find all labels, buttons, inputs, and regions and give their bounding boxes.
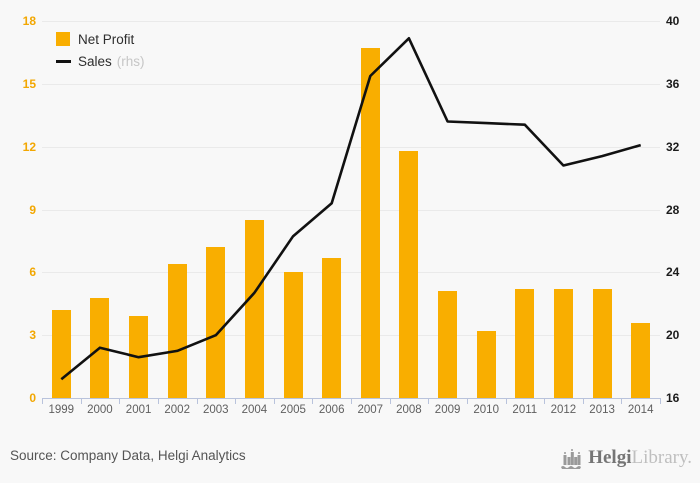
year-label-2006: 2006 xyxy=(318,404,345,416)
year-label-2013: 2013 xyxy=(589,404,615,416)
net-profit-bar-2006 xyxy=(322,257,342,398)
year-label-2008: 2008 xyxy=(396,404,422,416)
right-axis-label-28: 28 xyxy=(666,202,680,217)
x-tick-13 xyxy=(544,398,546,404)
right-axis-label-32: 32 xyxy=(666,139,680,154)
left-axis-label-12: 12 xyxy=(22,139,36,154)
gridline-18 xyxy=(42,21,660,22)
x-tick-15 xyxy=(621,398,623,404)
net-profit-bar-2013 xyxy=(592,289,612,398)
left-axis-label-3: 3 xyxy=(29,328,36,343)
gridline-12 xyxy=(42,146,660,148)
net-profit-bar-2014 xyxy=(631,322,651,398)
x-tick-11 xyxy=(466,398,468,404)
x-tick-9 xyxy=(389,398,391,404)
net-profit-bar-2010 xyxy=(476,331,496,398)
year-label-2010: 2010 xyxy=(473,404,499,416)
legend: Net Profit Sales (rhs) xyxy=(56,28,145,72)
right-axis-labels: 16 20 24 28 32 36 40 xyxy=(666,14,700,405)
x-tick-4 xyxy=(196,398,198,404)
x-tick-7 xyxy=(312,398,314,404)
x-tick-1 xyxy=(80,398,82,404)
net-profit-bar-2002 xyxy=(167,264,187,398)
x-tick-16 xyxy=(660,398,661,404)
x-tick-3 xyxy=(157,398,159,404)
net-profit-bar-2003 xyxy=(206,247,226,398)
year-label-2009: 2009 xyxy=(434,404,461,416)
right-axis-label-36: 36 xyxy=(666,76,680,91)
x-tick-5 xyxy=(235,398,237,404)
sales-line xyxy=(60,36,642,381)
helgi-library-logo: HelgiLibrary. xyxy=(560,446,692,470)
x-tick-2 xyxy=(119,398,121,404)
legend-item-sales: Sales (rhs) xyxy=(56,50,145,72)
left-axis-label-9: 9 xyxy=(29,202,36,217)
year-label-2007: 2007 xyxy=(357,404,384,416)
net-profit-bar-2007 xyxy=(360,48,380,398)
year-label-2014: 2014 xyxy=(627,404,654,416)
left-axis-label-0: 0 xyxy=(29,391,36,405)
x-tick-8 xyxy=(351,398,352,404)
left-axis-labels: 0 3 6 9 12 15 18 xyxy=(2,14,36,405)
gridline-6 xyxy=(42,272,660,274)
x-tick-0 xyxy=(42,398,43,404)
left-axis-label-15: 15 xyxy=(22,76,36,91)
logo-text-library: Library. xyxy=(631,447,693,468)
x-tick-14 xyxy=(582,398,584,404)
right-axis-label-24: 24 xyxy=(666,265,680,280)
logo-text: HelgiLibrary. xyxy=(588,447,692,469)
net-profit-swatch-icon xyxy=(56,32,70,46)
year-label-2011: 2011 xyxy=(512,404,538,416)
logo-text-helgi: Helgi xyxy=(588,447,632,468)
year-label-2000: 2000 xyxy=(87,404,113,416)
x-tick-12 xyxy=(505,398,507,404)
year-label-2003: 2003 xyxy=(203,404,229,416)
net-profit-bar-2011 xyxy=(515,289,535,398)
left-axis-label-6: 6 xyxy=(29,265,36,280)
year-label-2004: 2004 xyxy=(241,404,268,416)
legend-label-sales: Sales xyxy=(78,53,112,69)
gridline-3 xyxy=(42,335,660,337)
legend-item-net-profit: Net Profit xyxy=(56,28,145,50)
net-profit-bar-2004 xyxy=(244,220,264,398)
net-profit-bar-2012 xyxy=(553,289,573,398)
left-axis-label-18: 18 xyxy=(22,14,36,28)
year-label-2002: 2002 xyxy=(164,404,190,416)
gridline-15 xyxy=(42,83,660,85)
sales-line-swatch-icon xyxy=(56,59,71,63)
right-axis-label-40: 40 xyxy=(666,14,680,28)
gridline-9 xyxy=(42,209,660,211)
year-label-2005: 2005 xyxy=(280,404,306,416)
net-profit-bar-2009 xyxy=(438,291,458,398)
legend-note-rhs: (rhs) xyxy=(116,53,145,69)
x-tick-6 xyxy=(273,398,275,404)
source-text: Source: Company Data, Helgi Analytics xyxy=(10,448,246,463)
legend-label-net-profit: Net Profit xyxy=(78,31,135,47)
plot-area xyxy=(42,21,660,398)
helgi-skyline-icon xyxy=(561,449,582,469)
year-label-2001: 2001 xyxy=(125,404,152,416)
x-tick-10 xyxy=(428,398,430,404)
right-axis-label-16: 16 xyxy=(666,391,680,405)
year-label-2012: 2012 xyxy=(550,404,577,416)
net-profit-bar-2008 xyxy=(399,150,419,398)
year-label-1999: 1999 xyxy=(48,404,75,416)
net-profit-bar-2005 xyxy=(283,272,303,398)
right-axis-label-20: 20 xyxy=(666,328,680,343)
x-axis-year-labels: 1999 2000 2001 2002 2003 2004 2005 2006 2007 2008… xyxy=(42,404,660,420)
sales-polyline xyxy=(60,36,642,381)
